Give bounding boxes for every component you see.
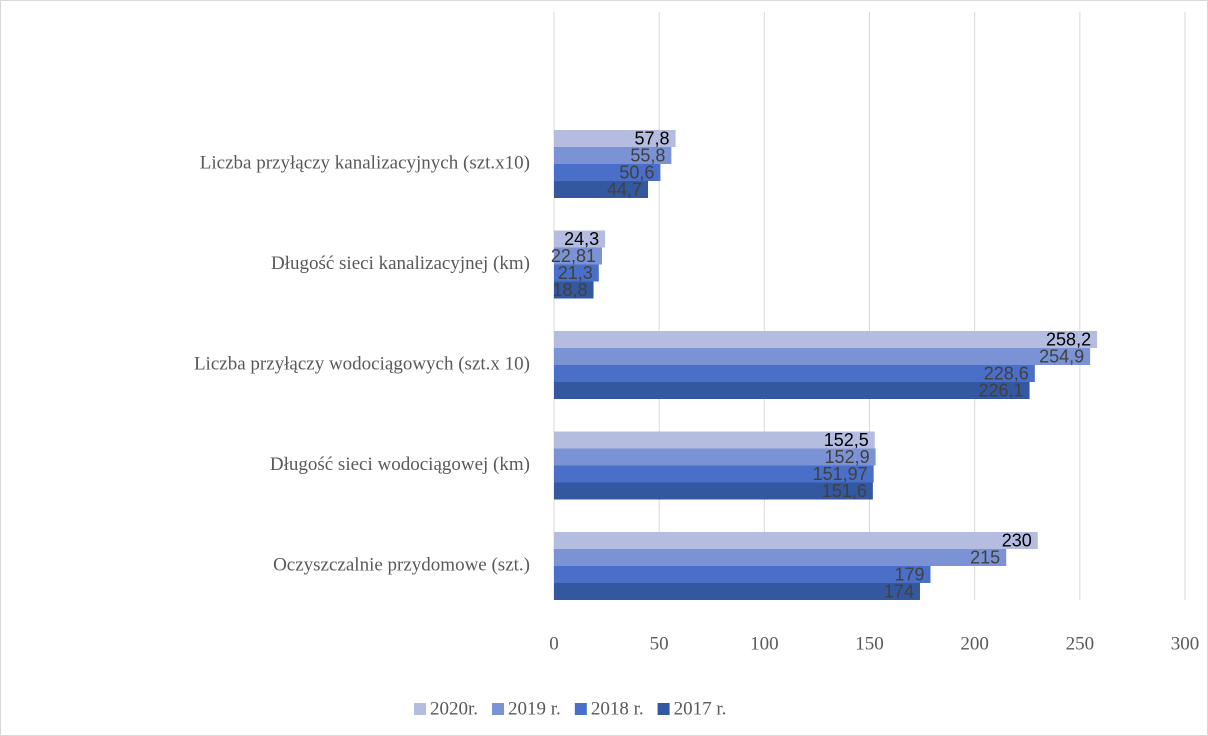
bar bbox=[554, 281, 594, 299]
bar bbox=[554, 164, 661, 181]
bar bbox=[554, 348, 1091, 365]
data-label: 44,7 bbox=[607, 179, 642, 199]
data-label: 57,8 bbox=[635, 128, 670, 148]
data-label: 179 bbox=[894, 564, 924, 584]
bar bbox=[554, 448, 876, 466]
data-label: 22,81 bbox=[551, 246, 596, 266]
y-tick-label: Długość sieci kanalizacyjnej (km) bbox=[271, 253, 530, 274]
bar bbox=[554, 264, 599, 282]
bar bbox=[554, 482, 873, 500]
data-label: 152,5 bbox=[824, 430, 869, 450]
legend-label: 2019 r. bbox=[508, 698, 561, 719]
bar bbox=[554, 147, 672, 164]
x-tick-label: 300 bbox=[1171, 633, 1200, 654]
y-tick-label: Długość sieci wodociągowej (km) bbox=[270, 454, 530, 475]
legend-swatch bbox=[414, 703, 426, 715]
bar bbox=[554, 130, 676, 147]
data-label: 18,8 bbox=[552, 280, 587, 300]
legend-swatch bbox=[657, 703, 670, 715]
data-label: 24,3 bbox=[564, 229, 599, 249]
data-label: 50,6 bbox=[619, 162, 654, 182]
bar bbox=[554, 532, 1038, 549]
data-label: 152,9 bbox=[825, 447, 870, 467]
y-tick-label: Oczyszczalnie przydomowe (szt.) bbox=[273, 554, 530, 575]
bar bbox=[554, 549, 1007, 566]
data-label: 151,6 bbox=[822, 481, 867, 501]
data-label: 226,1 bbox=[979, 380, 1024, 400]
bar bbox=[554, 431, 875, 449]
bar bbox=[554, 365, 1035, 382]
y-tick-label: Liczba przyłączy kanalizacyjnych (szt.x1… bbox=[200, 152, 530, 173]
bar bbox=[554, 382, 1030, 399]
legend-swatch bbox=[492, 703, 505, 715]
legend-label: 2017 r. bbox=[674, 698, 727, 719]
x-tick-label: 200 bbox=[960, 633, 989, 654]
x-tick-label: 50 bbox=[650, 633, 669, 654]
bar bbox=[554, 583, 920, 600]
x-tick-label: 150 bbox=[855, 633, 884, 654]
legend-swatch bbox=[574, 703, 587, 715]
x-tick-label: 250 bbox=[1066, 633, 1095, 654]
x-tick-label: 100 bbox=[750, 633, 779, 654]
data-label: 258,2 bbox=[1046, 329, 1091, 349]
bar bbox=[554, 566, 931, 583]
data-label: 174 bbox=[884, 581, 914, 601]
legend-label: 2018 r. bbox=[591, 698, 644, 719]
data-label: 215 bbox=[970, 547, 1000, 567]
bar bbox=[554, 230, 606, 248]
data-label: 21,3 bbox=[558, 263, 593, 283]
data-label: 55,8 bbox=[630, 145, 665, 165]
bar bbox=[554, 331, 1098, 348]
data-label: 228,6 bbox=[984, 363, 1029, 383]
data-label: 254,9 bbox=[1039, 346, 1084, 366]
y-tick-label: Liczba przyłączy wodociągowych (szt.x 10… bbox=[194, 353, 530, 374]
bar bbox=[554, 247, 602, 265]
legend-label: 2020r. bbox=[430, 698, 478, 719]
x-tick-label: 0 bbox=[549, 633, 559, 654]
bar bbox=[554, 465, 874, 483]
bar bbox=[554, 181, 649, 198]
data-label: 230 bbox=[1002, 530, 1032, 550]
data-label: 151,97 bbox=[813, 464, 868, 484]
